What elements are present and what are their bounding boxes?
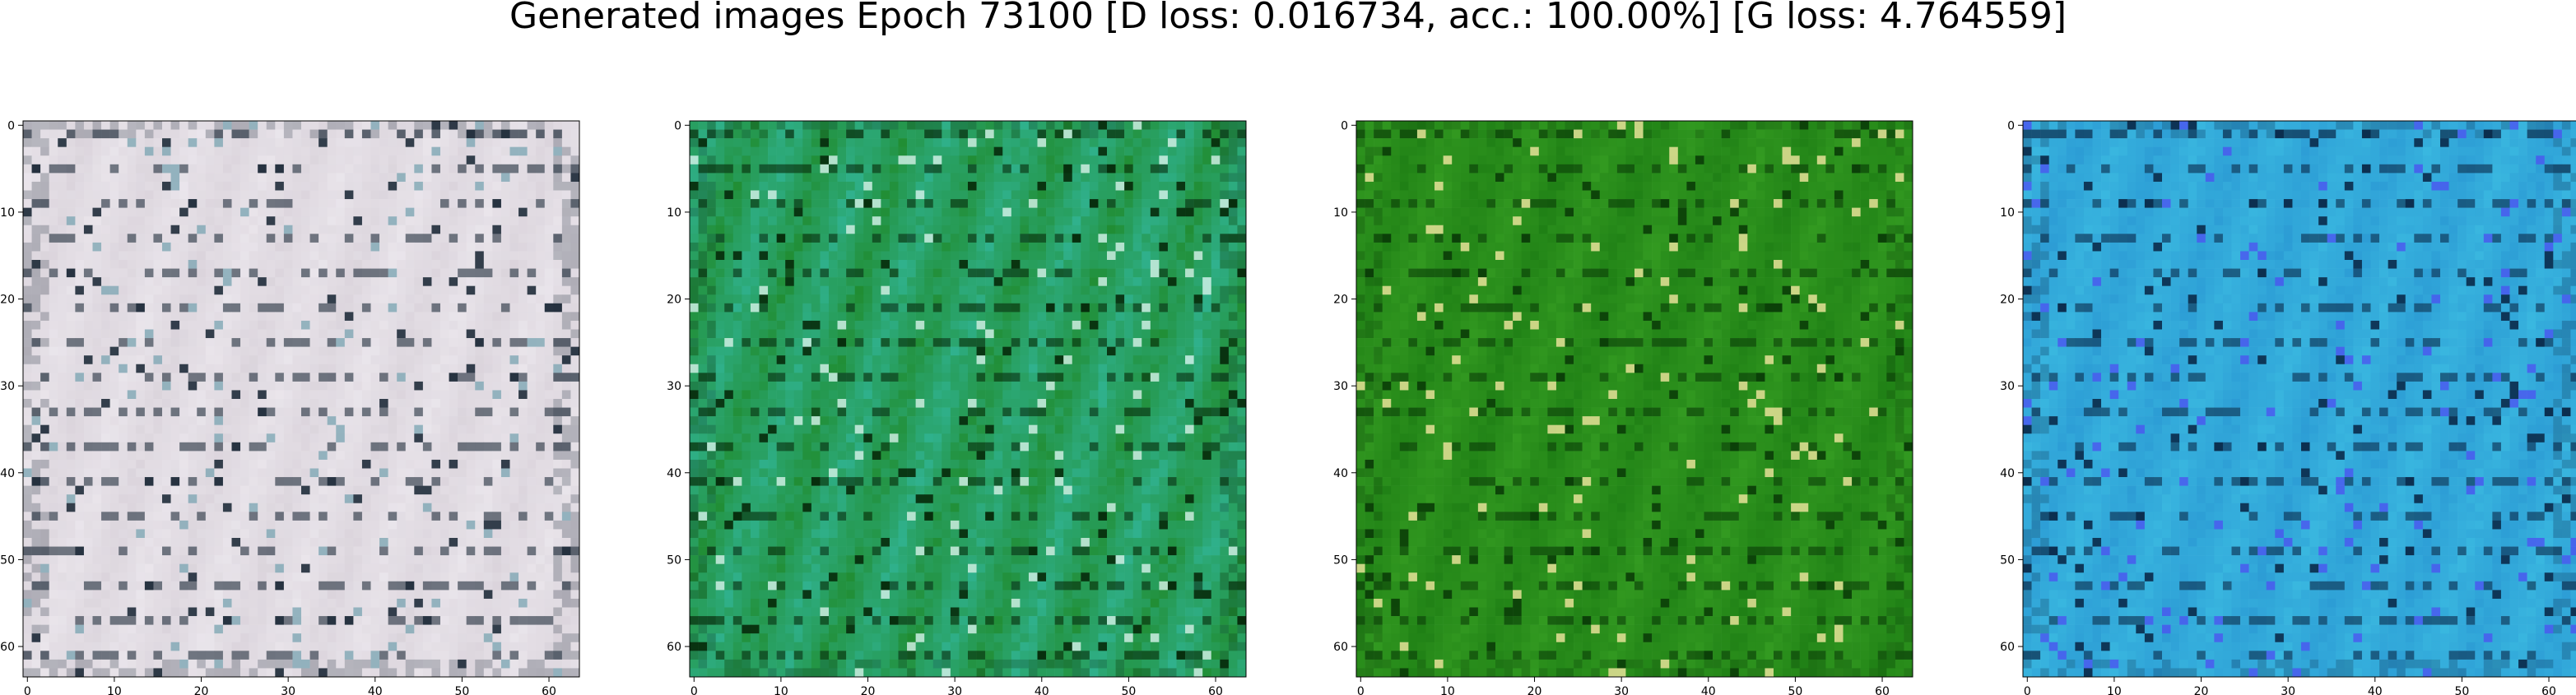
- y-tick-label: 10: [667, 206, 681, 220]
- x-tick-label: 0: [2024, 685, 2031, 695]
- generated-image-3: 0 10 20 30 40 50 60 0 10 20 30 40 50 60: [1333, 119, 1913, 695]
- x-tick-label: 30: [2281, 685, 2295, 695]
- y-tick-label: 0: [1341, 119, 1348, 132]
- x-tick-label: 20: [861, 685, 876, 695]
- y-tick-label: 40: [2000, 467, 2015, 480]
- y-tick-label: 50: [0, 554, 15, 567]
- generated-image-1: 0 10 20 30 40 50 60 0 10 20 30 40 50 60: [0, 119, 579, 695]
- y-tick-label: 50: [2000, 554, 2015, 567]
- x-tick-label: 0: [24, 685, 31, 695]
- generated-image-2: 0 10 20 30 40 50 60 0 10 20 30 40 50 60: [667, 119, 1246, 695]
- y-tick-label: 20: [1333, 294, 1348, 307]
- x-tick-label: 60: [542, 685, 556, 695]
- x-tick-label: 10: [2107, 685, 2122, 695]
- x-tick-label: 40: [1701, 685, 1716, 695]
- y-tick-label: 20: [0, 294, 15, 307]
- x-tick-label: 40: [1035, 685, 1049, 695]
- y-tick-label: 60: [2000, 641, 2015, 654]
- y-tick-label: 40: [667, 467, 681, 480]
- x-tick-label: 20: [2194, 685, 2209, 695]
- y-tick-label: 30: [0, 380, 15, 393]
- y-tick-label: 40: [1333, 467, 1348, 480]
- generated-image-4: 0 10 20 30 40 50 60 0 10 20 30 40 50 60: [2000, 119, 2576, 695]
- y-tick-label: 0: [2007, 119, 2015, 132]
- y-tick-label: 30: [2000, 380, 2015, 393]
- y-tick-label: 50: [1333, 554, 1348, 567]
- y-tick-label: 10: [2000, 206, 2015, 220]
- x-tick-label: 50: [1788, 685, 1802, 695]
- x-tick-label: 40: [2368, 685, 2383, 695]
- x-tick-label: 50: [2454, 685, 2469, 695]
- x-tick-label: 0: [1357, 685, 1365, 695]
- y-tick-label: 10: [1333, 206, 1348, 220]
- x-tick-label: 60: [1875, 685, 1890, 695]
- x-tick-label: 60: [2541, 685, 2556, 695]
- x-tick-label: 30: [947, 685, 962, 695]
- x-tick-label: 10: [107, 685, 122, 695]
- y-tick-label: 20: [667, 294, 681, 307]
- x-tick-label: 10: [774, 685, 788, 695]
- y-tick-label: 30: [1333, 380, 1348, 393]
- y-tick-label: 50: [667, 554, 681, 567]
- x-tick-label: 40: [368, 685, 383, 695]
- x-tick-label: 0: [690, 685, 698, 695]
- y-tick-label: 60: [1333, 641, 1348, 654]
- x-tick-label: 30: [281, 685, 295, 695]
- y-tick-label: 0: [7, 119, 15, 132]
- y-tick-label: 30: [667, 380, 681, 393]
- y-tick-label: 40: [0, 467, 15, 480]
- y-tick-label: 60: [667, 641, 681, 654]
- x-tick-label: 50: [454, 685, 469, 695]
- y-tick-label: 60: [0, 641, 15, 654]
- x-tick-label: 60: [1208, 685, 1223, 695]
- y-tick-label: 0: [674, 119, 681, 132]
- x-tick-label: 20: [1527, 685, 1542, 695]
- x-tick-label: 10: [1440, 685, 1455, 695]
- y-tick-label: 20: [2000, 294, 2015, 307]
- x-tick-label: 50: [1121, 685, 1136, 695]
- x-tick-label: 20: [194, 685, 209, 695]
- x-tick-label: 30: [1614, 685, 1629, 695]
- y-tick-label: 10: [0, 206, 15, 220]
